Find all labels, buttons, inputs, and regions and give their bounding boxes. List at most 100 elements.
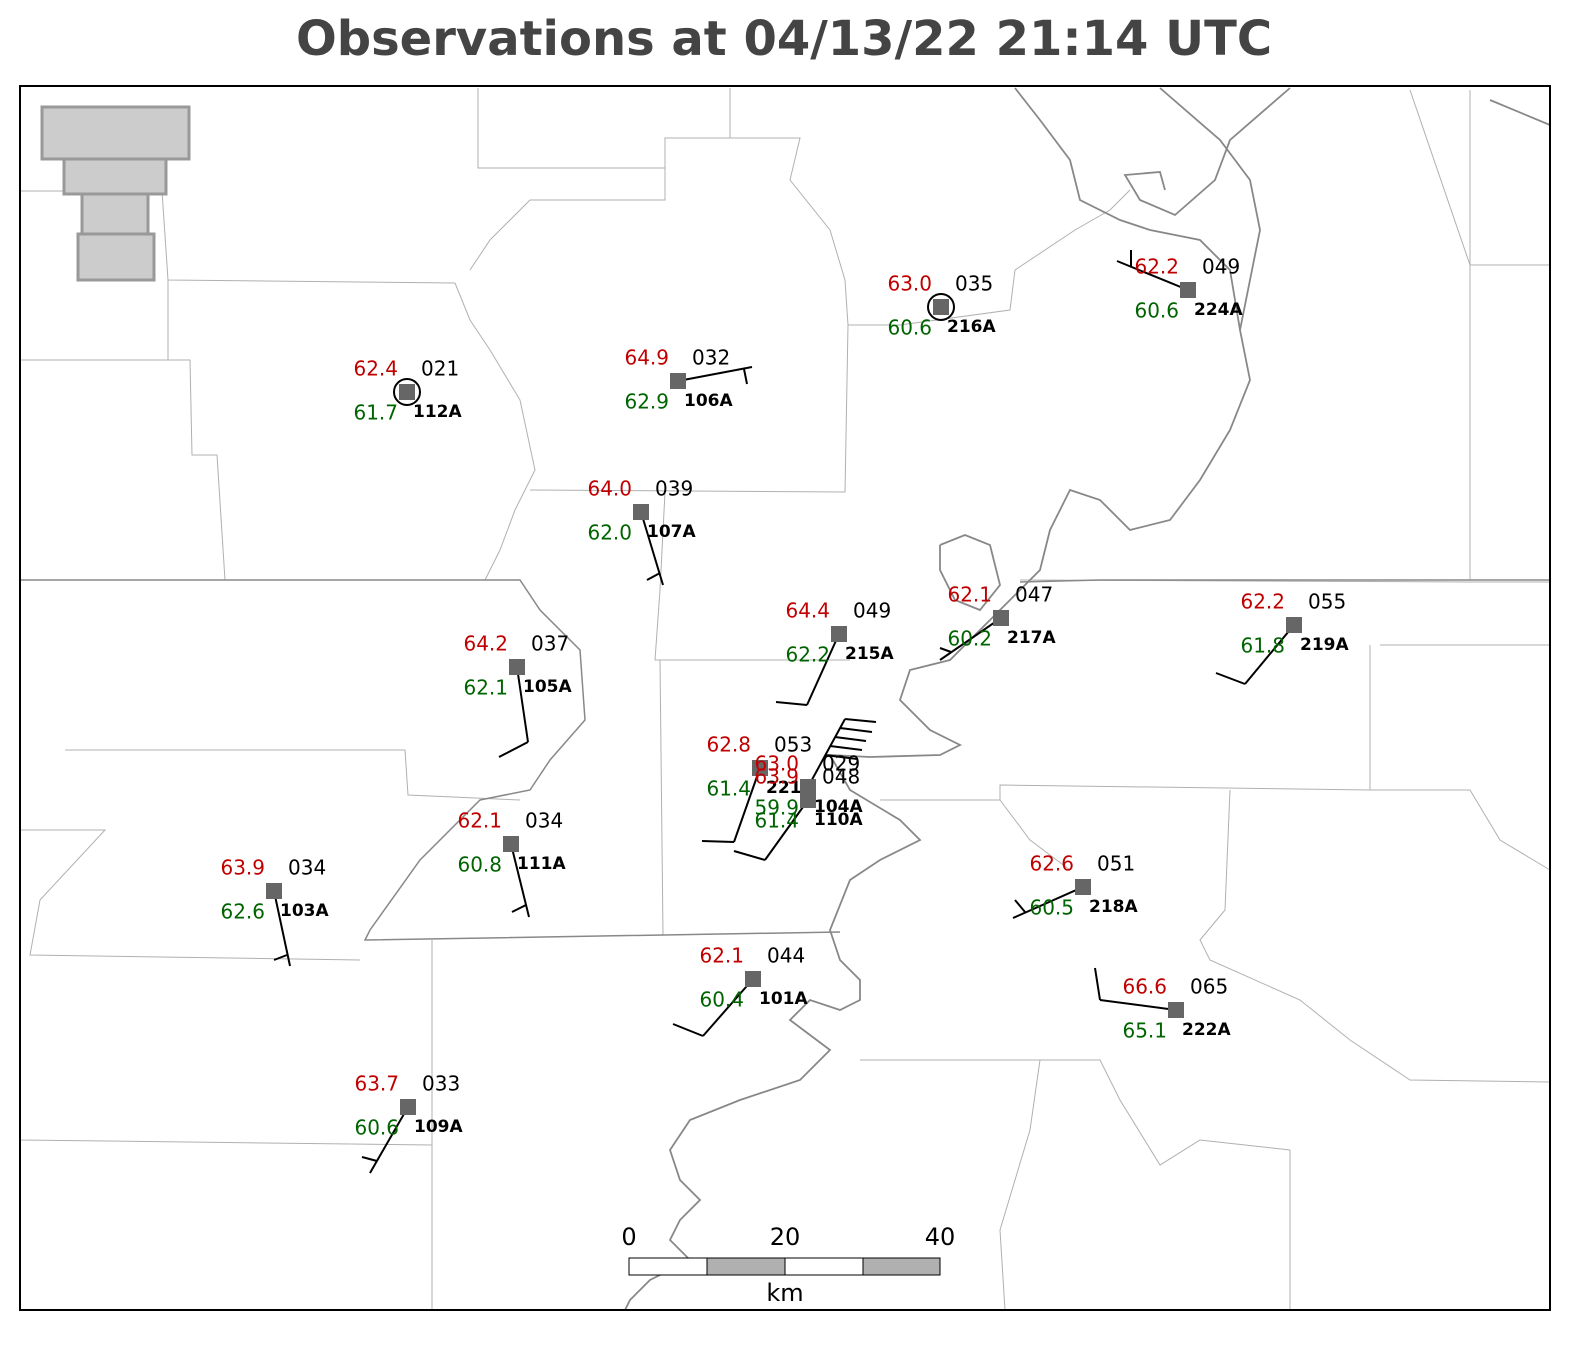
station-id: 104A	[814, 797, 863, 817]
temperature: 63.0	[887, 272, 932, 296]
pressure: 053	[774, 733, 812, 757]
temperature: 62.1	[947, 583, 992, 607]
station-marker	[1286, 617, 1302, 633]
dewpoint: 60.4	[699, 988, 744, 1012]
dewpoint: 60.8	[457, 853, 502, 877]
scale-bar: 0 20 40 km	[621, 1223, 955, 1307]
dewpoint: 59.9	[754, 796, 799, 820]
pressure: 039	[655, 477, 693, 501]
temperature: 63.9	[220, 856, 265, 880]
station-marker	[831, 626, 847, 642]
station-id: 101A	[759, 989, 808, 1009]
wind-barb	[646, 572, 661, 581]
wind-barb	[516, 666, 529, 743]
pressure: 047	[1015, 583, 1053, 607]
pressure: 049	[1202, 255, 1240, 279]
scale-label: 40	[925, 1223, 956, 1251]
wind-barb	[498, 741, 529, 758]
dewpoint: 60.2	[947, 627, 992, 651]
dewpoint: 62.1	[463, 676, 508, 700]
dewpoint: 60.5	[1029, 896, 1074, 920]
station-marker	[400, 1099, 416, 1115]
station-marker	[1180, 282, 1196, 298]
temperature: 63.7	[354, 1072, 399, 1096]
wind-barb	[743, 368, 748, 385]
dewpoint: 60.6	[354, 1116, 399, 1140]
station-id: 103A	[280, 901, 329, 921]
basemap	[19, 85, 1551, 1311]
temperature: 62.6	[1029, 852, 1074, 876]
wind-barb	[273, 954, 288, 961]
pressure: 037	[531, 632, 569, 656]
temperature: 63.0	[754, 752, 799, 776]
station-marker	[633, 504, 649, 520]
calm-circle	[927, 293, 955, 321]
temperature: 66.6	[1122, 975, 1167, 999]
scale-label: 0	[621, 1223, 636, 1251]
station-marker	[752, 760, 768, 776]
wind-barb	[824, 754, 858, 760]
station-id: 219A	[1300, 635, 1349, 655]
wind-barb	[775, 701, 808, 706]
temperature: 62.8	[706, 733, 751, 757]
pressure: 044	[767, 944, 805, 968]
station-marker	[745, 971, 761, 987]
wind-barb	[701, 840, 735, 843]
wind-barb	[733, 767, 761, 843]
pressure: 021	[421, 357, 459, 381]
wind-barb	[939, 647, 952, 653]
pressure: 048	[822, 765, 860, 789]
pressure: 033	[422, 1072, 460, 1096]
pressure: 034	[525, 809, 563, 833]
dewpoint: 65.1	[1122, 1019, 1167, 1043]
pressure: 049	[853, 599, 891, 623]
dewpoint: 61.8	[1240, 634, 1285, 658]
pressure: 029	[822, 752, 860, 776]
station-id: 111A	[517, 854, 566, 874]
wind-barb	[839, 727, 873, 733]
station-marker	[670, 373, 686, 389]
station-id: 224A	[1194, 300, 1243, 320]
dewpoint: 62.0	[587, 521, 632, 545]
dewpoint: 62.2	[785, 643, 830, 667]
pressure: 065	[1190, 975, 1228, 999]
wind-barb	[677, 366, 753, 382]
station-id: 110A	[814, 810, 863, 830]
wind-barb	[1244, 624, 1295, 685]
station-id: 109A	[414, 1117, 463, 1137]
wind-barb	[1099, 999, 1177, 1011]
wind-barb	[1094, 967, 1101, 1001]
wind-barb	[844, 718, 877, 723]
temperature: 62.1	[457, 809, 502, 833]
temperature: 64.0	[587, 477, 632, 501]
dewpoint: 62.6	[220, 900, 265, 924]
station-marker	[266, 883, 282, 899]
station-id: 217A	[1007, 628, 1056, 648]
wind-barb	[807, 718, 846, 788]
station-id: 222A	[1182, 1020, 1231, 1040]
station-marker	[800, 779, 816, 795]
dewpoint: 61.7	[353, 401, 398, 425]
station-id: 105A	[523, 677, 572, 697]
dewpoint: 60.6	[1134, 299, 1179, 323]
wind-barb	[733, 850, 766, 861]
wind-barb	[672, 1023, 704, 1037]
dewpoint: 61.4	[706, 777, 751, 801]
temperature: 64.2	[463, 632, 508, 656]
station-id: 218A	[1089, 897, 1138, 917]
wind-barb	[369, 1106, 409, 1174]
pressure: 051	[1097, 852, 1135, 876]
station-marker	[1075, 879, 1091, 895]
wind-barb	[702, 978, 754, 1037]
station-marker	[1168, 1002, 1184, 1018]
temperature: 63.9	[754, 765, 799, 789]
dewpoint: 60.6	[887, 316, 932, 340]
station-id: 215A	[845, 644, 894, 664]
pressure: 055	[1308, 590, 1346, 614]
temperature: 64.9	[624, 346, 669, 370]
station-marker	[800, 792, 816, 808]
wind-barb	[361, 1156, 378, 1162]
wind-barb	[1014, 899, 1026, 913]
station-marker	[993, 610, 1009, 626]
